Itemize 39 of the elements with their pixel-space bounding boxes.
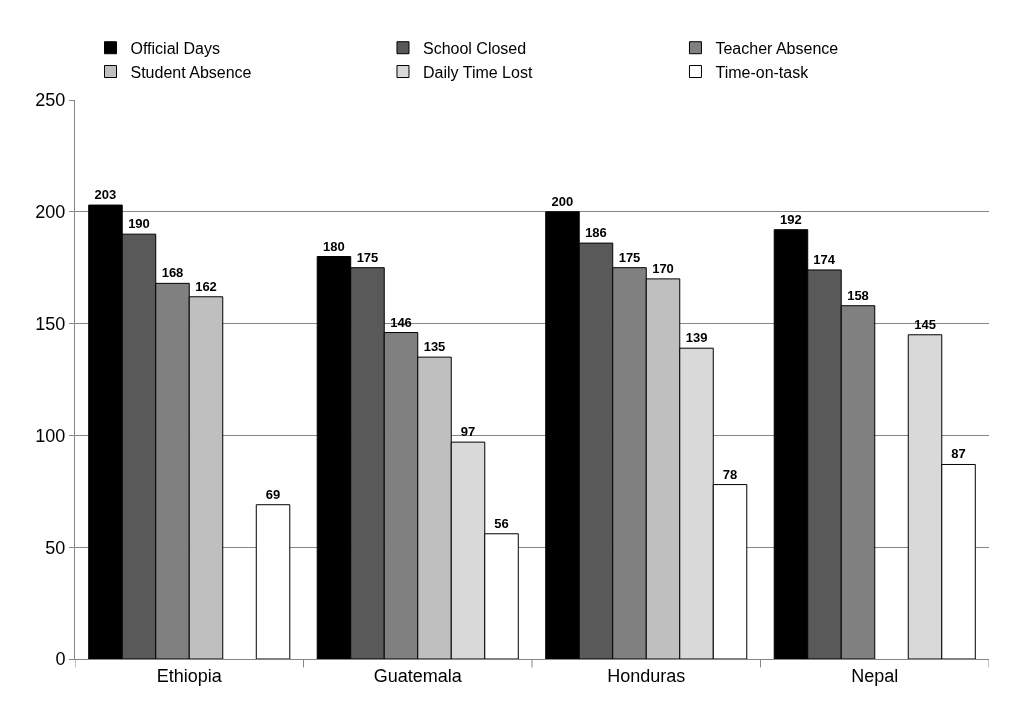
data-label: 174 <box>813 251 836 267</box>
data-label: 97 <box>460 424 476 440</box>
data-label: 56 <box>494 515 509 531</box>
data-label: 145 <box>914 316 936 332</box>
bar <box>255 504 291 659</box>
data-label: 170 <box>652 260 674 276</box>
legend-label: Daily Time Lost <box>422 63 533 81</box>
data-label: 192 <box>780 211 802 227</box>
legend-label: School Closed <box>422 39 527 57</box>
y-tick-label: 0 <box>55 649 66 670</box>
data-label: 158 <box>847 287 869 303</box>
y-tick-label: 250 <box>35 90 66 111</box>
data-label: 175 <box>618 249 641 265</box>
legend-label: Time-on-task <box>715 63 810 81</box>
y-tick-label: 200 <box>35 202 66 223</box>
y-tick-label: 150 <box>35 313 66 334</box>
data-label: 135 <box>423 339 446 355</box>
x-tick-label: Honduras <box>607 665 686 686</box>
x-tick-label: Ethiopia <box>156 665 223 686</box>
data-label: 190 <box>128 216 150 232</box>
data-label: 162 <box>195 278 217 294</box>
data-label: 180 <box>323 238 345 254</box>
legend-label: Student Absence <box>130 63 252 81</box>
data-label: 139 <box>685 330 708 346</box>
y-tick-label: 100 <box>35 425 66 446</box>
data-label: 69 <box>265 486 281 502</box>
data-label: 168 <box>161 265 184 281</box>
legend-label: Teacher Absence <box>715 39 839 57</box>
legend-label: Official Days <box>130 39 221 57</box>
data-label: 203 <box>94 187 117 203</box>
data-label: 200 <box>551 193 574 209</box>
data-label: 186 <box>585 225 607 241</box>
x-tick-label: Guatemala <box>373 665 463 686</box>
y-tick-label: 50 <box>45 537 66 558</box>
data-label: 175 <box>356 249 379 265</box>
data-label: 146 <box>390 314 412 330</box>
data-label: 87 <box>951 446 966 462</box>
data-label: 78 <box>722 466 738 482</box>
x-tick-label: Nepal <box>851 665 899 686</box>
